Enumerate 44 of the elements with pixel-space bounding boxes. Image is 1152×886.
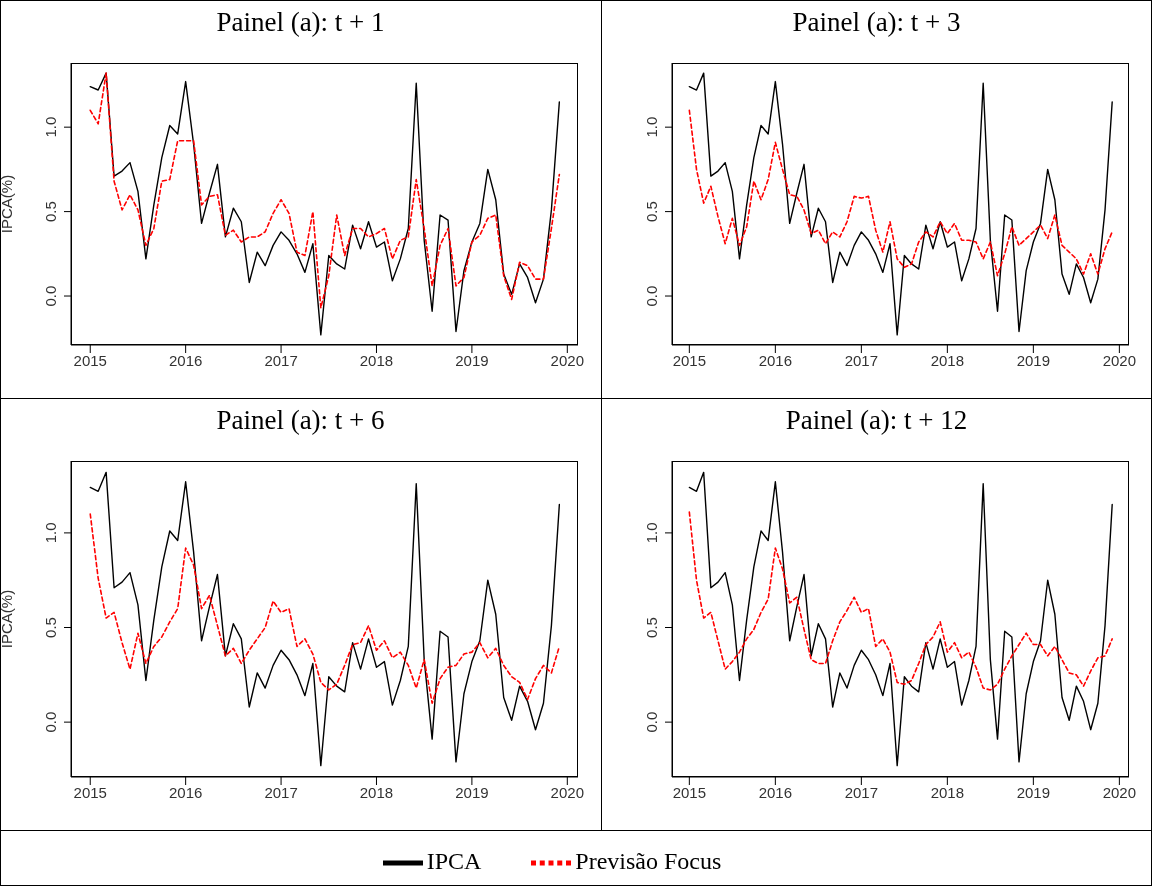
y-tick-label: 0.5	[643, 201, 660, 223]
y-tick-label: 0.5	[42, 201, 59, 223]
x-tick-label: 2015	[672, 351, 707, 369]
legend-label: Previsão Focus	[575, 847, 722, 874]
x-tick-label: 2018	[930, 351, 965, 369]
x-tick-label: 2019	[455, 351, 489, 369]
x-tick-label: 2018	[359, 351, 394, 369]
x-tick-label: 2020	[1102, 351, 1137, 369]
y-tick-label: 0.0	[643, 285, 660, 307]
y-tick-label: 1.0	[42, 522, 59, 544]
x-tick-label: 2020	[550, 783, 584, 801]
x-tick-label: 2017	[264, 351, 298, 369]
y-tick-label: 0.0	[42, 285, 59, 307]
x-tick-label: 2019	[1016, 783, 1051, 801]
y-axis-title: IPCA(%)	[0, 589, 16, 649]
x-tick-label: 2017	[844, 351, 879, 369]
y-tick-label: 1.0	[643, 116, 660, 138]
x-tick-label: 2019	[1016, 351, 1051, 369]
x-tick-label: 2020	[550, 351, 584, 369]
y-tick-label: 1.0	[643, 522, 660, 544]
x-tick-label: 2020	[1102, 783, 1137, 801]
y-tick-label: 0.5	[42, 617, 59, 638]
x-tick-label: 2015	[73, 351, 107, 369]
chart-title: Painel (a): t + 3	[791, 7, 962, 38]
chart-title: Painel (a): t + 1	[215, 7, 386, 38]
y-tick-label: 0.0	[643, 711, 660, 733]
x-tick-label: 2018	[359, 783, 394, 801]
x-tick-label: 2016	[168, 351, 203, 369]
y-axis-title: IPCA(%)	[0, 174, 16, 234]
chart-title: Painel (a): t + 6	[215, 405, 386, 436]
x-tick-label: 2019	[455, 783, 489, 801]
y-tick-label: 0.5	[643, 617, 660, 638]
x-tick-label: 2016	[758, 783, 793, 801]
x-tick-label: 2015	[672, 783, 707, 801]
x-tick-label: 2017	[264, 783, 298, 801]
y-tick-label: 0.0	[42, 711, 59, 733]
chart-title: Painel (a): t + 12	[784, 405, 969, 436]
y-tick-label: 1.0	[42, 116, 59, 138]
x-tick-label: 2016	[758, 351, 793, 369]
x-tick-label: 2015	[73, 783, 107, 801]
x-tick-label: 2016	[168, 783, 203, 801]
x-tick-label: 2017	[844, 783, 879, 801]
x-tick-label: 2018	[930, 783, 965, 801]
legend-label: IPCA	[426, 847, 482, 874]
